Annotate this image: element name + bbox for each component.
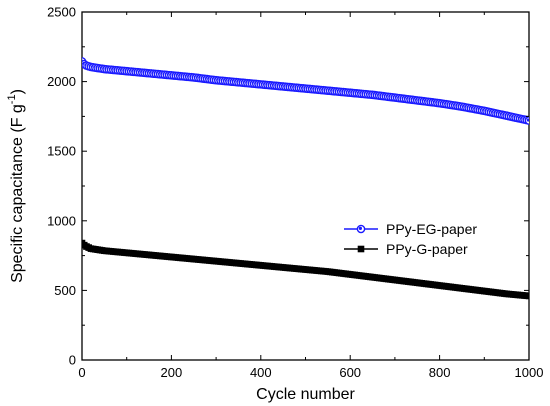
y-tick-label: 2000 — [47, 74, 76, 89]
x-tick-label: 400 — [250, 365, 272, 380]
series-points — [82, 57, 529, 125]
y-tick-label: 1500 — [47, 144, 76, 159]
legend-label: PPy-EG-paper — [386, 221, 477, 237]
series-PPy-EG-paper — [82, 57, 529, 125]
series-points — [82, 239, 529, 300]
legend-label: PPy-G-paper — [386, 241, 468, 257]
series-PPy-G-paper — [82, 239, 529, 300]
y-axis-title-main: Specific capacitance (F g — [9, 104, 26, 283]
axis-layer: 0 200 400 600 800 1000 0 500 1000 1500 2000 2500 — [47, 5, 543, 381]
y-tick-label: 0 — [69, 353, 76, 368]
legend-marker-dot — [358, 226, 362, 230]
x-tick-label: 200 — [161, 365, 183, 380]
legend-item: PPy-EG-paper — [344, 221, 477, 237]
legend-marker — [357, 245, 365, 253]
legend: PPy-EG-paper PPy-G-paper — [344, 221, 477, 257]
x-axis-title: Cycle number — [256, 386, 355, 403]
y-tick-label: 500 — [54, 283, 76, 298]
series-layer — [82, 57, 529, 300]
y-axis-title-close: ) — [9, 89, 26, 94]
plot-frame — [81, 11, 530, 361]
x-tick-label: 600 — [339, 365, 361, 380]
x-tick-label: 800 — [429, 365, 451, 380]
x-tick-label: 1000 — [515, 365, 544, 380]
data-point — [525, 292, 529, 300]
y-axis-title-superscript: -1 — [6, 94, 18, 104]
legend-item: PPy-G-paper — [344, 241, 468, 257]
y-axis-title: Specific capacitance (F g-1) — [6, 89, 26, 283]
y-tick-label: 2500 — [47, 5, 76, 20]
data-point-dot — [526, 118, 529, 122]
y-tick-label: 1000 — [47, 213, 76, 228]
x-tick-label: 0 — [78, 365, 85, 380]
